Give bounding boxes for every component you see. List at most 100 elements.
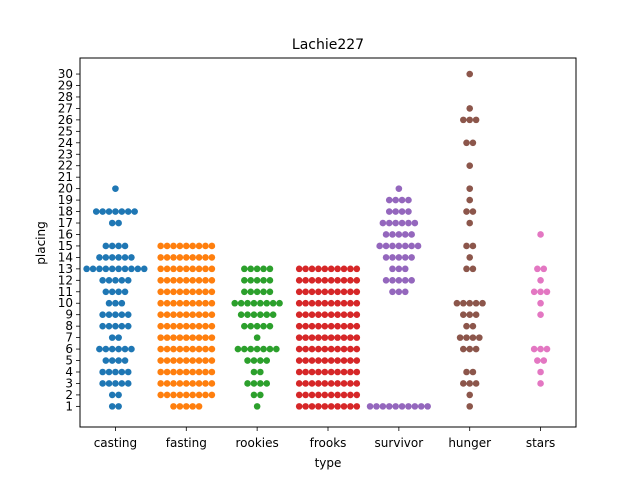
- point-fasting: [157, 368, 164, 376]
- point-survivor: [424, 403, 431, 410]
- point-frooks: [295, 391, 303, 399]
- point-fasting: [195, 299, 203, 307]
- point-casting: [112, 322, 119, 330]
- point-survivor: [408, 277, 415, 284]
- point-hunger: [453, 299, 461, 307]
- point-rookies: [241, 265, 248, 273]
- point-fasting: [157, 345, 164, 353]
- point-rookies: [244, 299, 251, 307]
- point-casting: [108, 254, 116, 261]
- point-frooks: [327, 288, 335, 296]
- point-casting: [102, 357, 110, 364]
- point-rookies: [266, 288, 274, 296]
- point-fasting: [182, 311, 190, 318]
- y-tick-label: 28: [58, 90, 73, 104]
- point-casting: [105, 208, 113, 215]
- point-fasting: [208, 380, 216, 387]
- point-frooks: [308, 380, 316, 387]
- point-survivor: [408, 242, 415, 250]
- point-frooks: [347, 311, 354, 318]
- point-stars: [543, 345, 551, 353]
- point-casting: [99, 277, 106, 284]
- point-fasting: [176, 254, 184, 261]
- point-rookies: [247, 345, 255, 353]
- point-rookies: [263, 357, 271, 364]
- point-fasting: [163, 242, 171, 250]
- point-fasting: [157, 299, 164, 307]
- x-tick-label-stars: stars: [526, 436, 556, 450]
- point-casting: [92, 208, 100, 215]
- point-fasting: [195, 322, 203, 330]
- point-frooks: [340, 380, 348, 387]
- x-axis-ticks: casting fasting rookies frooks survivor hunge…: [94, 427, 556, 450]
- point-hunger: [463, 334, 470, 341]
- point-rookies: [260, 265, 267, 273]
- point-fasting: [208, 288, 216, 296]
- point-survivor: [382, 254, 390, 261]
- point-casting: [115, 357, 122, 364]
- point-frooks: [295, 334, 303, 341]
- point-hunger: [460, 345, 467, 353]
- point-survivor: [395, 242, 403, 250]
- point-rookies: [266, 277, 274, 284]
- point-survivor: [405, 196, 412, 204]
- point-frooks: [340, 322, 348, 330]
- y-tick-label: 11: [58, 285, 73, 299]
- point-survivor: [392, 403, 399, 410]
- x-tick-label-fasting: fasting: [166, 436, 207, 450]
- point-fasting: [189, 265, 196, 273]
- point-survivor: [395, 265, 403, 273]
- point-hunger: [466, 196, 474, 204]
- point-frooks: [308, 403, 316, 410]
- point-rookies: [241, 277, 248, 284]
- point-survivor: [366, 403, 374, 410]
- point-fasting: [208, 277, 216, 284]
- point-rookies: [257, 380, 264, 387]
- y-tick-label: 26: [58, 113, 73, 127]
- point-survivor: [392, 219, 399, 227]
- point-frooks: [308, 322, 316, 330]
- point-hunger: [466, 403, 474, 410]
- point-fasting: [182, 368, 190, 376]
- point-fasting: [202, 391, 209, 399]
- point-fasting: [189, 403, 196, 410]
- point-survivor: [389, 242, 396, 250]
- point-fasting: [170, 391, 177, 399]
- x-tick-label-survivor: survivor: [375, 436, 424, 450]
- point-fasting: [170, 403, 177, 410]
- point-frooks: [353, 391, 361, 399]
- point-casting: [124, 208, 132, 215]
- point-frooks: [295, 345, 303, 353]
- point-hunger: [472, 299, 480, 307]
- point-frooks: [353, 403, 361, 410]
- point-rookies: [253, 265, 261, 273]
- point-casting: [128, 265, 135, 273]
- point-frooks: [308, 288, 316, 296]
- point-frooks: [321, 380, 329, 387]
- point-frooks: [295, 288, 303, 296]
- point-frooks: [334, 357, 341, 364]
- point-frooks: [347, 345, 354, 353]
- point-frooks: [334, 334, 341, 341]
- point-rookies: [250, 311, 258, 318]
- point-hunger: [466, 162, 474, 170]
- y-tick-label: 22: [58, 159, 73, 173]
- point-frooks: [295, 277, 303, 284]
- point-frooks: [347, 380, 354, 387]
- y-tick-label: 18: [58, 205, 73, 219]
- point-fasting: [189, 357, 196, 364]
- point-survivor: [401, 265, 409, 273]
- point-frooks: [353, 345, 361, 353]
- point-casting: [108, 403, 116, 410]
- point-fasting: [163, 277, 171, 284]
- y-tick-label: 19: [58, 193, 73, 207]
- point-frooks: [334, 311, 341, 318]
- point-frooks: [308, 345, 316, 353]
- point-fasting: [157, 288, 164, 296]
- point-frooks: [327, 322, 335, 330]
- point-fasting: [182, 265, 190, 273]
- x-tick-label-rookies: rookies: [236, 436, 279, 450]
- point-frooks: [302, 345, 309, 353]
- point-fasting: [170, 380, 177, 387]
- point-survivor: [395, 288, 403, 296]
